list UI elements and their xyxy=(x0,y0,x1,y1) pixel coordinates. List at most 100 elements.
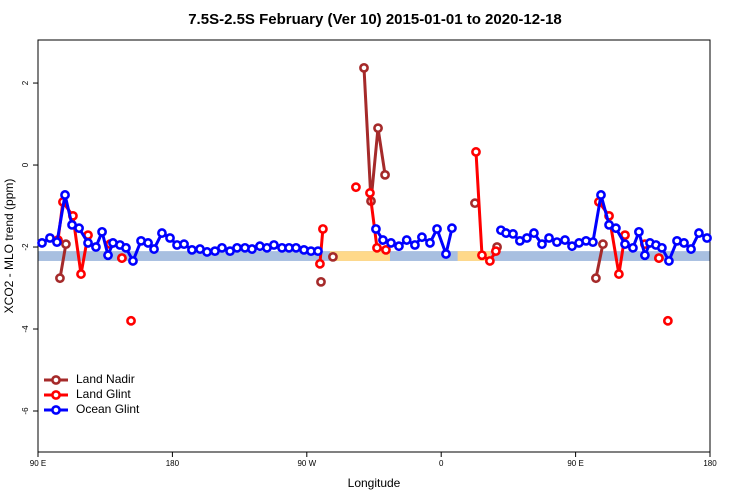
data-point xyxy=(596,190,606,200)
data-point xyxy=(232,242,242,253)
data-point xyxy=(187,244,197,255)
legend-marker xyxy=(51,390,61,400)
data-point xyxy=(471,147,481,157)
data-point xyxy=(611,223,621,234)
legend-label: Ocean Glint xyxy=(76,402,140,416)
data-point xyxy=(560,235,570,245)
data-point xyxy=(417,232,427,243)
data-point xyxy=(386,238,396,248)
x-tick-label: 90 E xyxy=(567,459,583,468)
data-point xyxy=(74,223,84,234)
data-point xyxy=(614,269,624,279)
data-point xyxy=(247,244,257,254)
x-tick-label: 0 xyxy=(439,459,444,468)
data-point xyxy=(45,233,55,243)
data-point xyxy=(664,256,674,266)
data-point xyxy=(654,253,664,263)
data-point xyxy=(121,242,131,253)
legend-label: Land Nadir xyxy=(76,372,135,386)
y-tick-label: 0 xyxy=(21,162,30,167)
chart-title: 7.5S-2.5S February (Ver 10) 2015-01-01 t… xyxy=(188,11,562,28)
data-point xyxy=(552,237,562,248)
legend-label: Land Glint xyxy=(76,387,131,401)
data-point xyxy=(351,182,361,193)
legend-marker xyxy=(51,375,61,385)
x-tick-label: 90 E xyxy=(30,459,46,468)
data-point xyxy=(60,190,70,200)
data-point xyxy=(378,235,388,245)
data-point xyxy=(126,315,136,326)
data-point xyxy=(117,253,127,263)
series-line xyxy=(58,152,668,321)
data-point xyxy=(316,276,326,287)
data-point xyxy=(634,226,644,237)
data-point xyxy=(484,256,495,266)
y-tick-label: 2 xyxy=(21,80,30,85)
data-point xyxy=(103,250,113,261)
data-point xyxy=(359,62,369,73)
data-point xyxy=(179,239,189,250)
legend-marker xyxy=(51,405,61,415)
data-point xyxy=(410,240,420,250)
data-point xyxy=(447,223,457,234)
data-point xyxy=(662,315,673,326)
data-point xyxy=(149,244,159,254)
data-point xyxy=(657,242,667,253)
data-point xyxy=(620,239,630,250)
plot-frame xyxy=(37,39,711,453)
data-point xyxy=(365,188,375,198)
data-point xyxy=(381,244,391,255)
data-point xyxy=(373,123,383,134)
data-point xyxy=(544,233,554,243)
data-point xyxy=(91,242,101,252)
data-point xyxy=(318,224,328,234)
data-point xyxy=(477,250,487,261)
data-point xyxy=(380,169,390,180)
data-point xyxy=(202,247,212,257)
data-point xyxy=(128,256,138,266)
data-point xyxy=(52,237,62,248)
data-point xyxy=(97,226,107,237)
y-tick-label: -2 xyxy=(21,243,30,251)
data-point xyxy=(313,246,323,257)
data-point xyxy=(702,233,712,243)
x-tick-label: 90 W xyxy=(297,459,316,468)
data-point xyxy=(591,273,601,284)
data-point xyxy=(61,239,71,250)
data-point xyxy=(371,224,381,234)
data-point xyxy=(269,240,279,250)
data-point xyxy=(588,237,598,248)
data-point xyxy=(470,198,480,209)
data-point xyxy=(686,244,696,254)
data-point xyxy=(537,239,547,250)
data-point xyxy=(508,229,518,239)
y-tick-label: -6 xyxy=(21,407,30,415)
data-point xyxy=(401,235,412,245)
data-point xyxy=(425,238,435,248)
data-point xyxy=(217,242,227,253)
data-point xyxy=(490,246,501,257)
band-highlight xyxy=(329,251,390,261)
data-point xyxy=(76,269,86,279)
data-point xyxy=(628,242,638,253)
data-point xyxy=(165,233,175,243)
data-point xyxy=(372,242,382,253)
y-tick-label: -4 xyxy=(21,325,30,333)
data-point xyxy=(522,233,532,243)
data-point xyxy=(598,239,608,250)
data-point xyxy=(157,228,167,238)
data-point xyxy=(315,258,325,269)
data-point xyxy=(679,238,689,248)
data-point xyxy=(394,241,404,252)
data-point xyxy=(694,228,704,238)
x-tick-label: 180 xyxy=(703,459,717,468)
data-point xyxy=(639,250,650,261)
x-axis-label: Longitude xyxy=(348,476,401,490)
data-point xyxy=(83,238,93,248)
data-point xyxy=(55,273,65,284)
y-axis-label: XCO2 - MLO trend (ppm) xyxy=(2,179,16,314)
data-point xyxy=(291,242,301,253)
data-point xyxy=(441,249,451,259)
